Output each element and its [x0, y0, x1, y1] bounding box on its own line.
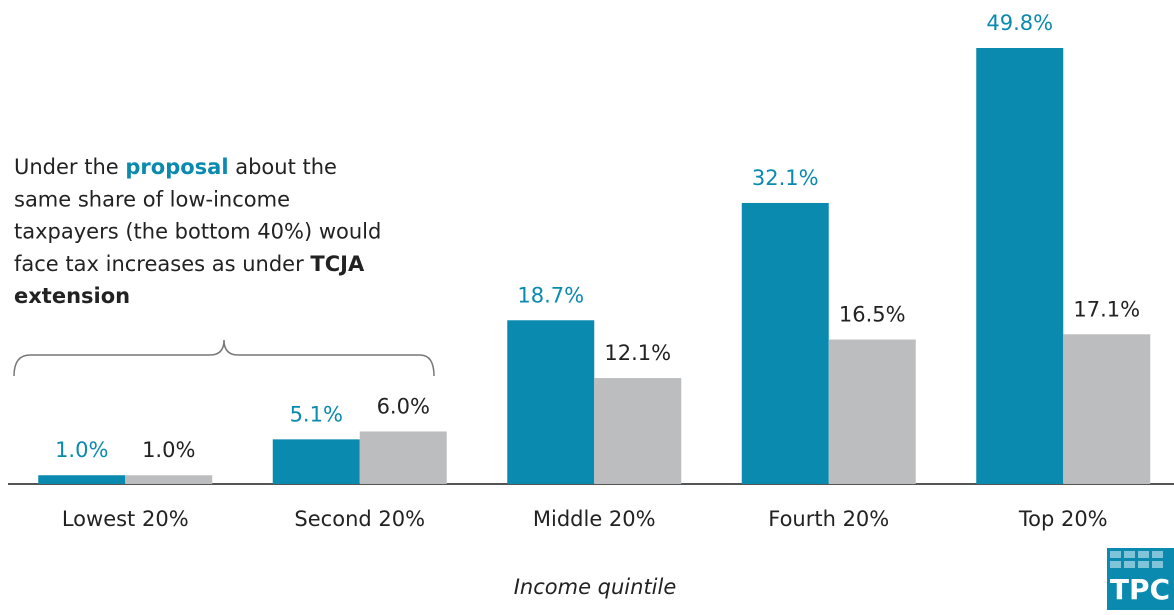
annotation-text: proposal — [125, 155, 228, 179]
annotation-line: taxpayers (the bottom 40%) would — [14, 220, 381, 244]
logo: TPC — [1107, 548, 1174, 610]
x-tick-label: Middle 20% — [533, 507, 656, 531]
bar — [125, 475, 213, 484]
annotation-text: extension — [14, 284, 130, 308]
annotation-text: about the — [229, 155, 337, 179]
value-label: 18.7% — [517, 283, 584, 307]
bar — [1063, 334, 1151, 484]
annotation-line: Under the proposal about the — [14, 155, 337, 179]
bar — [38, 475, 126, 484]
bar — [507, 320, 595, 484]
bar — [976, 48, 1064, 484]
x-tick-label: Lowest 20% — [62, 507, 189, 531]
bar — [594, 378, 682, 484]
value-label: 12.1% — [604, 341, 671, 365]
annotation-text: face tax increases as under — [14, 252, 310, 276]
bracket — [13, 339, 435, 377]
x-tick-label: Top 20% — [1018, 507, 1108, 531]
logo-box — [1107, 548, 1174, 610]
annotation-text: Under the — [14, 155, 125, 179]
annotation-text: same share of low-income — [14, 187, 290, 211]
bar — [828, 339, 916, 484]
bar — [272, 439, 360, 484]
value-label: 5.1% — [290, 402, 343, 426]
bar — [359, 431, 447, 484]
value-label: 32.1% — [752, 166, 819, 190]
value-label: 16.5% — [839, 303, 906, 327]
bar — [741, 202, 829, 484]
value-label: 1.0% — [55, 438, 108, 462]
logo-squares — [1110, 551, 1163, 568]
x-axis-label: Income quintile — [514, 575, 677, 599]
annotation-line: same share of low-income — [14, 187, 290, 211]
logo-text: TPC — [1110, 573, 1170, 606]
annotation-text: TCJA — [310, 252, 365, 276]
annotation-line: face tax increases as under TCJA — [14, 252, 365, 276]
value-label: 1.0% — [142, 438, 195, 462]
value-label: 49.8% — [986, 11, 1053, 35]
x-tick-label: Fourth 20% — [768, 507, 889, 531]
annotation-text: taxpayers (the bottom 40%) would — [14, 220, 381, 244]
value-label: 6.0% — [377, 394, 430, 418]
value-label: 17.1% — [1073, 297, 1140, 321]
annotation-line: extension — [14, 284, 130, 308]
x-tick-label: Second 20% — [294, 507, 425, 531]
